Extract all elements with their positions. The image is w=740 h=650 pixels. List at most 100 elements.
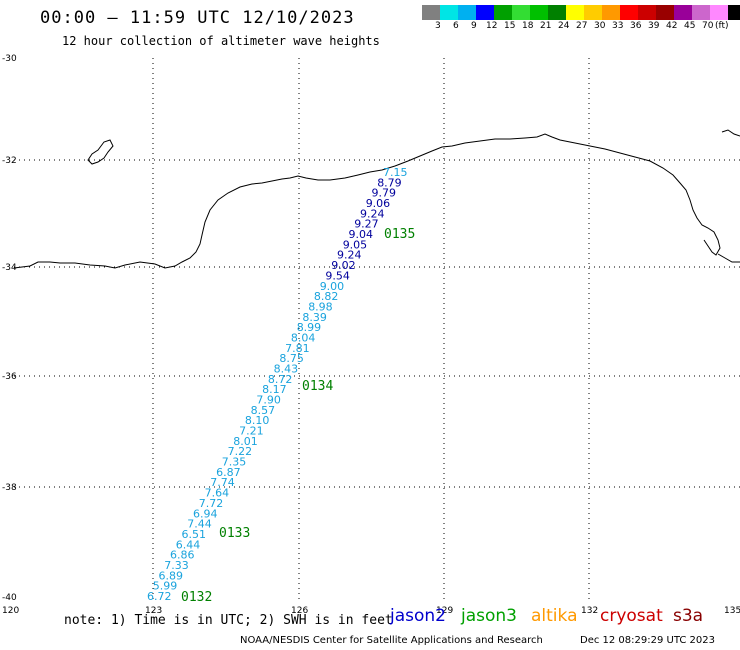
wave-height-label: 8.99	[297, 321, 322, 334]
wave-height-label: 8.01	[233, 435, 257, 448]
wave-height-label: 7.72	[199, 497, 224, 510]
wave-height-label: 8.75	[279, 352, 304, 365]
legend-label: 42	[666, 21, 678, 31]
kangaroo-island	[87, 139, 114, 165]
legend-swatch	[422, 5, 440, 20]
wave-height-label: 9.27	[354, 218, 379, 231]
wave-height-label: 7.64	[205, 487, 230, 500]
legend-swatch	[602, 5, 620, 20]
legend-label: 30	[594, 21, 606, 31]
wave-height-label: 6.44	[176, 538, 201, 551]
wave-height-label: 7.33	[164, 559, 189, 572]
wave-height-label: 9.24	[360, 207, 385, 220]
legend-label: 24	[558, 21, 570, 31]
wave-height-label: 8.04	[291, 332, 316, 345]
lat-tick-label: -32	[2, 156, 17, 166]
legend-label: 6	[453, 21, 459, 31]
legend-swatch	[656, 5, 674, 20]
wave-height-label: 9.24	[337, 249, 362, 262]
legend-swatch	[512, 5, 530, 20]
legend-label: 12	[486, 21, 498, 31]
footnote: note: 1) Time is in UTC; 2) SWH is in fe…	[64, 613, 393, 628]
wave-height-label: 7.22	[228, 445, 253, 458]
wave-height-label: 8.39	[302, 311, 327, 324]
lat-tick-label: -34	[2, 263, 17, 273]
wave-height-label: 7.44	[187, 518, 212, 531]
map-title: 00:00 – 11:59 UTC 12/10/2023	[40, 8, 355, 28]
lon-tick-label: 123	[145, 606, 162, 616]
legend-swatch	[728, 5, 740, 20]
color-legend	[422, 5, 740, 20]
lon-tick-label: 126	[291, 606, 308, 616]
wave-height-label: 7.21	[239, 425, 264, 438]
legend-label: 45	[684, 21, 696, 31]
legend-swatch	[530, 5, 548, 20]
satellite-label-s3a: s3a	[673, 606, 704, 626]
coastline	[13, 133, 721, 269]
legend-swatch	[692, 5, 710, 20]
wave-height-label: 9.54	[325, 269, 350, 282]
legend-label: 18	[522, 21, 534, 31]
legend-label: 33	[612, 21, 624, 31]
legend-swatch	[476, 5, 494, 20]
lat-tick-label: -30	[2, 54, 17, 64]
satellite-label-cryosat: cryosat	[600, 606, 663, 626]
lon-tick-label: 129	[436, 606, 453, 616]
satellite-label-jason3: jason3	[461, 606, 517, 626]
wave-height-label: 9.79	[372, 187, 397, 200]
wave-height-label: 7.81	[285, 342, 310, 355]
wave-height-label: 8.98	[308, 300, 333, 313]
legend-swatch	[584, 5, 602, 20]
legend-swatch	[440, 5, 458, 20]
wave-height-label: 9.02	[331, 259, 356, 272]
wave-height-label: 6.72	[147, 590, 172, 603]
legend-label: 70	[702, 21, 714, 31]
satellite-label-jason2: jason2	[390, 606, 446, 626]
legend-swatch	[674, 5, 692, 20]
wave-height-label: 6.87	[216, 466, 241, 479]
pass-time-label: 0133	[219, 526, 250, 541]
lat-tick-label: -40	[2, 593, 17, 603]
legend-unit: (ft)	[715, 21, 729, 31]
wave-height-label: 9.06	[366, 197, 391, 210]
wave-height-label: 8.79	[377, 176, 402, 189]
wave-height-label: 7.15	[383, 166, 408, 179]
wave-height-label: 8.10	[245, 414, 270, 427]
legend-label: 9	[471, 21, 477, 31]
legend-swatch	[710, 5, 728, 20]
legend-swatch	[548, 5, 566, 20]
wave-height-label: 6.51	[182, 528, 207, 541]
legend-label: 39	[648, 21, 660, 31]
track-layer: 7.158.799.799.069.249.279.049.059.249.02…	[147, 166, 408, 603]
legend-swatch	[566, 5, 584, 20]
wave-height-label: 8.82	[314, 290, 339, 303]
lon-tick-label: 135	[724, 606, 740, 616]
pass-time-label: 0132	[181, 590, 212, 605]
wave-height-label: 6.86	[170, 549, 195, 562]
wave-height-label: 9.04	[349, 228, 374, 241]
coastline-east	[717, 129, 740, 263]
wave-height-label: 9.05	[343, 238, 368, 251]
wave-height-label: 8.17	[262, 383, 287, 396]
wave-height-label: 8.43	[274, 363, 299, 376]
generated-timestamp: Dec 12 08:29:29 UTC 2023	[580, 635, 715, 646]
legend-swatch	[458, 5, 476, 20]
lat-tick-label: -38	[2, 483, 17, 493]
legend-label: 36	[630, 21, 642, 31]
legend-swatch	[620, 5, 638, 20]
lat-tick-label: -36	[2, 372, 17, 382]
wave-height-label: 7.74	[210, 476, 235, 489]
axis-tick-labels: -30 -32 -34 -36 -38 -40 120 123 126 129 …	[2, 54, 740, 616]
legend-label: 3	[435, 21, 441, 31]
legend-label: 15	[504, 21, 516, 31]
graticule	[14, 58, 740, 600]
wave-height-label: 8.72	[268, 373, 293, 386]
map-subtitle: 12 hour collection of altimeter wave hei…	[62, 34, 380, 48]
time-label-layer: 0135 0134 0133 0132	[181, 227, 415, 605]
legend-swatch	[494, 5, 512, 20]
satellite-label-altika: altika	[531, 606, 578, 626]
wave-height-label: 7.35	[222, 456, 247, 469]
wave-height-label: 5.99	[153, 580, 178, 593]
pass-time-label: 0134	[302, 379, 333, 394]
